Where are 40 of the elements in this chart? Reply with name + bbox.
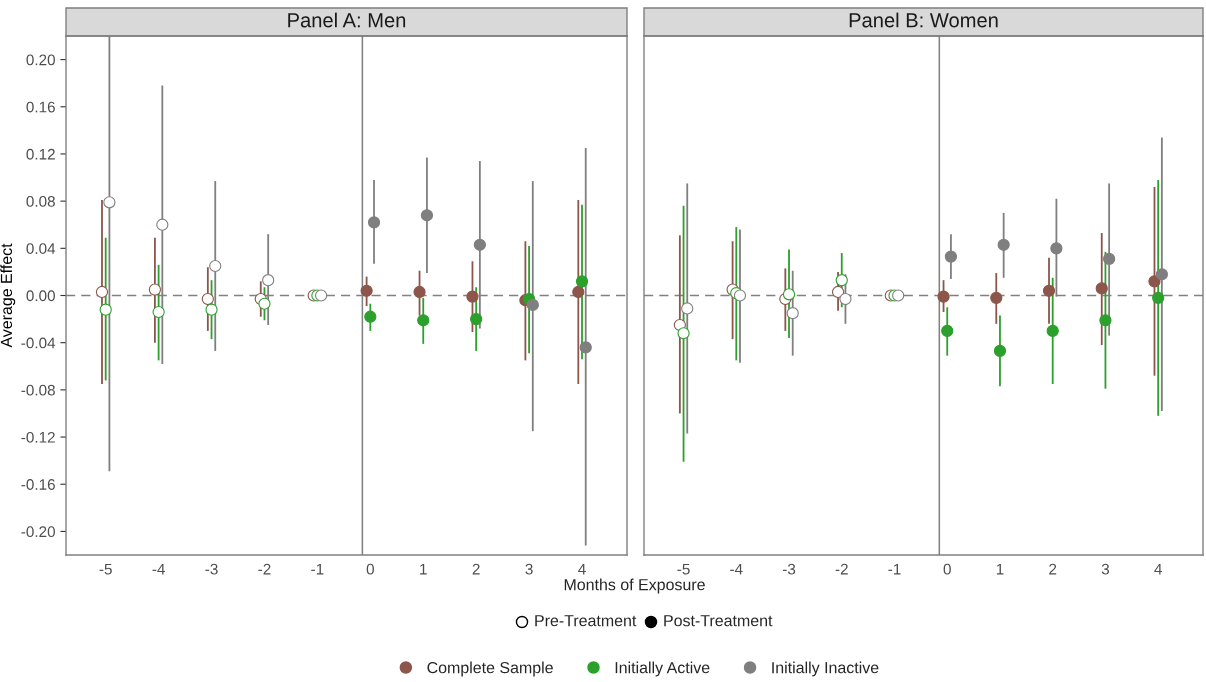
legend-label: Initially Inactive <box>772 661 879 677</box>
legend-label: Complete Sample <box>427 661 553 677</box>
y-tick-label: 0.04 <box>26 243 56 254</box>
x-tick-label: 0 <box>943 563 951 575</box>
x-tick-label: 2 <box>1049 563 1057 575</box>
y-tick-label: -0.12 <box>21 431 55 443</box>
x-tick-label: 2 <box>472 563 480 575</box>
y-tick-label: 0.16 <box>26 101 55 113</box>
x-tick-label: -4 <box>730 563 743 575</box>
text: Pre-Treatment <box>535 615 637 627</box>
y-tick-label: -0.04 <box>21 337 56 349</box>
x-tick-label: -1 <box>311 563 324 575</box>
y-tick-label: 0.20 <box>26 54 55 66</box>
x-tick-label: -3 <box>782 563 796 575</box>
x-tick-label: 1 <box>996 563 1004 575</box>
x-tick-label: 4 <box>1154 563 1162 575</box>
legend-label: Initially Active <box>615 661 710 677</box>
x-tick-label: 3 <box>525 563 533 575</box>
y-tick-label: -0.08 <box>21 384 55 396</box>
chart-title: Panel A: Men <box>288 12 406 28</box>
x-tick-label: -2 <box>835 563 848 575</box>
x-tick-label: 0 <box>366 563 374 575</box>
x-tick-label: 3 <box>1101 563 1110 575</box>
y-tick-label: 0.00 <box>26 290 55 302</box>
x-tick-label: -1 <box>888 563 901 575</box>
x-tick-label: -5 <box>99 563 112 575</box>
chart-title: Panel B: Women <box>849 12 998 28</box>
x-tick-label: 4 <box>578 563 586 575</box>
y-axis-title: Average Effect <box>0 243 16 348</box>
x-tick-label: -5 <box>677 563 690 575</box>
text: Post-Treatment <box>664 615 773 627</box>
y-tick-label: -0.20 <box>21 526 55 538</box>
x-tick-label: -2 <box>258 563 271 575</box>
x-tick-label: -4 <box>152 563 165 575</box>
x-axis-title: Months of Exposure <box>564 578 705 594</box>
y-tick-label: 0.08 <box>26 196 55 207</box>
y-tick-label: -0.16 <box>21 479 55 490</box>
x-tick-label: 1 <box>420 563 427 575</box>
y-tick-label: 0.12 <box>26 148 55 160</box>
x-tick-label: -3 <box>205 563 218 575</box>
